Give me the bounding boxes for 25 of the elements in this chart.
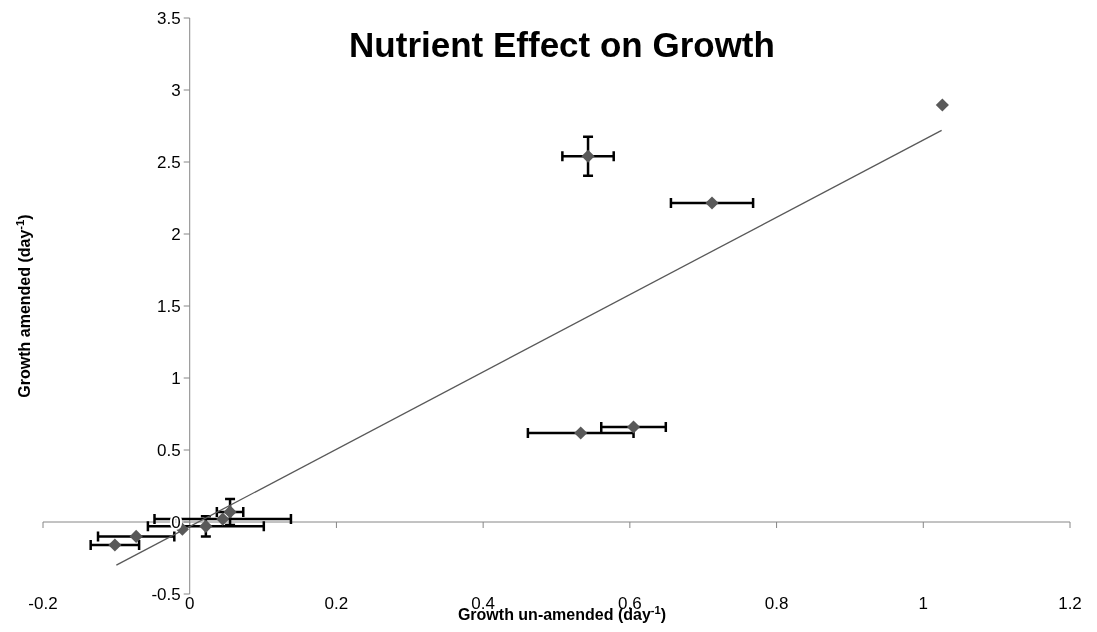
y-tick-label: 1 [171, 369, 181, 388]
x-tick-label: -0.2 [28, 594, 58, 613]
y-tick-label: 2 [171, 225, 181, 244]
chart-title: Nutrient Effect on Growth [349, 25, 775, 64]
point [129, 529, 143, 543]
point [223, 505, 237, 519]
y-tick-label: 0.5 [157, 441, 181, 460]
point [108, 538, 122, 552]
point [216, 512, 230, 526]
y-tick-label: -0.5 [151, 585, 181, 604]
y-tick-label: 3.5 [157, 9, 181, 28]
point [574, 426, 588, 440]
y-tick-label: 1.5 [157, 297, 181, 316]
x-tick-label: 1 [918, 594, 929, 613]
point [626, 420, 641, 434]
y-tick-label: 2.5 [157, 153, 181, 172]
x-tick-label: 0 [184, 594, 195, 613]
x-tick-label: 1.2 [1058, 594, 1082, 613]
y-tick-label: 3 [171, 81, 181, 100]
point [199, 519, 213, 533]
point [705, 196, 719, 210]
point [581, 149, 595, 163]
x-tick-label: 0.2 [324, 594, 349, 613]
point [935, 98, 949, 112]
x-tick-label: 0.8 [764, 594, 789, 613]
